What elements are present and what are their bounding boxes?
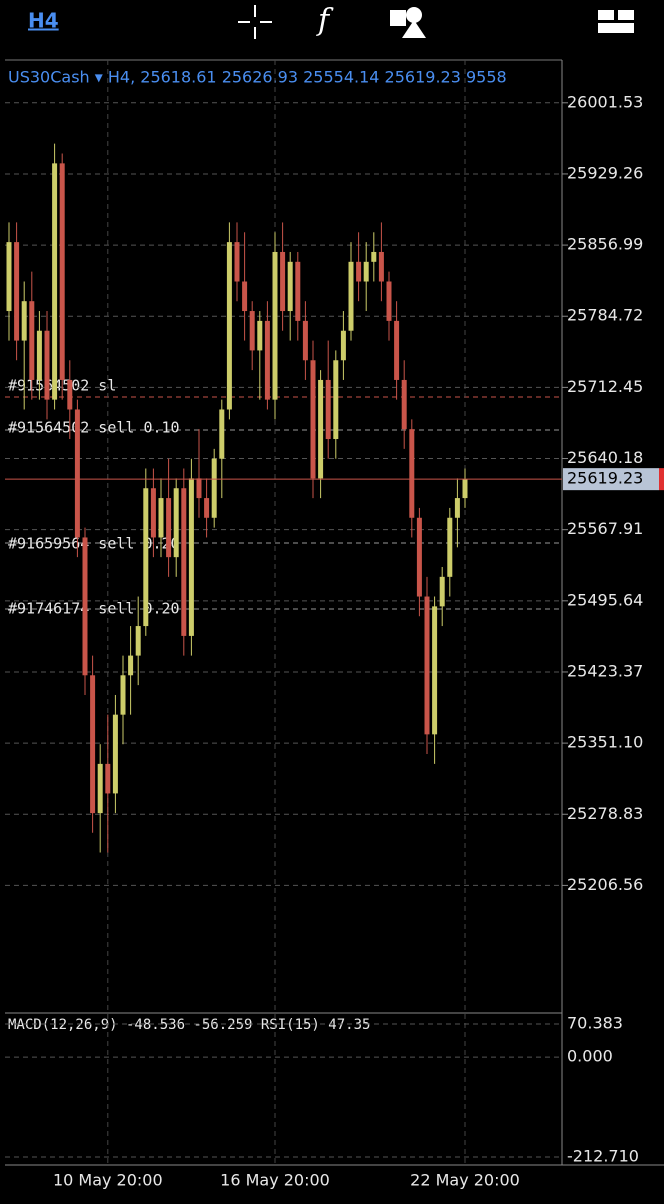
candle-body <box>447 517 453 577</box>
candle-body <box>439 576 445 607</box>
objects-icon[interactable] <box>390 7 426 38</box>
candle-body <box>432 606 438 735</box>
candle-body <box>272 251 278 400</box>
candle-body <box>112 714 118 794</box>
candle-body <box>6 242 12 312</box>
y-tick-label: 25929.26 <box>567 163 643 182</box>
candle-body <box>150 488 156 538</box>
y-tick-label: 25278.83 <box>567 804 643 823</box>
candle-body <box>120 675 126 715</box>
candle-body <box>287 261 293 312</box>
y-tick-label: 25423.37 <box>567 661 643 680</box>
candle-body <box>204 498 210 518</box>
x-tick-label: 10 May 20:00 <box>53 1171 163 1190</box>
candle-body <box>325 379 331 440</box>
candle-body <box>52 163 58 400</box>
candle-body <box>295 261 301 321</box>
candle-body <box>158 498 164 538</box>
candle-body <box>173 488 179 558</box>
order-label: #91564502 sell 0.10 <box>8 419 180 437</box>
candle-body <box>340 330 346 361</box>
candle-body <box>21 301 27 341</box>
candle-body <box>44 330 50 400</box>
indicator-tick-label: -212.710 <box>567 1147 639 1166</box>
last-price-label: 25619.23 <box>567 469 643 488</box>
candle-body <box>257 320 263 351</box>
candle-body <box>333 360 339 440</box>
indicator-tick-label: 70.383 <box>567 1014 623 1033</box>
candle-body <box>211 458 217 518</box>
y-tick-label: 25206.56 <box>567 875 643 894</box>
candle-body <box>394 320 400 380</box>
candle-body <box>401 379 407 430</box>
x-tick-label: 22 May 20:00 <box>410 1171 520 1190</box>
last-price-box <box>563 468 659 491</box>
candle-body <box>219 409 225 459</box>
candle-body <box>74 409 80 538</box>
candle-body <box>264 320 270 400</box>
candle-body <box>242 281 248 312</box>
indicator-label: MACD(12,26,9) -48.536 -56.259 RSI(15) 47… <box>8 1017 370 1033</box>
y-tick-label: 25640.18 <box>567 448 643 467</box>
candle-body <box>105 763 111 794</box>
candle-body <box>249 311 255 351</box>
y-tick-label: 26001.53 <box>567 92 643 111</box>
candle-body <box>226 242 232 410</box>
candle-body <box>90 675 96 814</box>
candle-body <box>97 763 103 814</box>
timeframe-button[interactable]: H4 <box>28 9 59 33</box>
candle-body <box>356 261 362 282</box>
candle-body <box>386 281 392 321</box>
y-tick-label: 25784.72 <box>567 306 643 325</box>
layout-icon[interactable] <box>598 10 634 33</box>
candle-body <box>29 301 35 380</box>
order-label: #91659564 sell 0.20 <box>8 535 180 553</box>
candle-body <box>166 498 172 558</box>
candle-body <box>128 655 134 676</box>
candle-body <box>310 360 316 479</box>
crosshair-icon[interactable] <box>238 5 272 39</box>
candle-body <box>234 242 240 282</box>
candle-body <box>371 251 377 262</box>
candle-body <box>196 478 202 499</box>
indicator-tick-label: 0.000 <box>567 1047 613 1066</box>
candle-body <box>82 537 88 676</box>
y-tick-label: 25567.91 <box>567 519 643 538</box>
y-tick-label: 25495.64 <box>567 590 643 609</box>
candle-body <box>181 488 187 636</box>
candle-body <box>36 330 42 380</box>
candle-body <box>424 596 430 735</box>
candle-body <box>302 320 308 361</box>
last-price-marker <box>659 468 664 491</box>
candle-body <box>188 478 194 636</box>
order-label: #91746174 sell 0.20 <box>8 600 180 618</box>
candle-body <box>416 517 422 597</box>
candle-body <box>280 251 286 312</box>
candle-body <box>318 379 324 479</box>
candle-body <box>363 261 369 282</box>
candle-body <box>409 429 415 518</box>
candle-body <box>454 498 460 518</box>
candle-body <box>135 626 141 656</box>
y-tick-label: 25712.45 <box>567 377 643 396</box>
x-tick-label: 16 May 20:00 <box>220 1171 330 1190</box>
y-tick-label: 25856.99 <box>567 235 643 254</box>
y-tick-label: 25351.10 <box>567 733 643 752</box>
candle-body <box>348 261 354 331</box>
candle-body <box>14 242 20 341</box>
candle-body <box>67 379 73 410</box>
candle-body <box>59 163 65 380</box>
candle-body <box>378 251 384 282</box>
chart-header: US30Cash ▾ H4, 25618.61 25626.93 25554.1… <box>8 68 507 87</box>
candle-body <box>462 479 468 499</box>
candle-body <box>143 488 149 627</box>
